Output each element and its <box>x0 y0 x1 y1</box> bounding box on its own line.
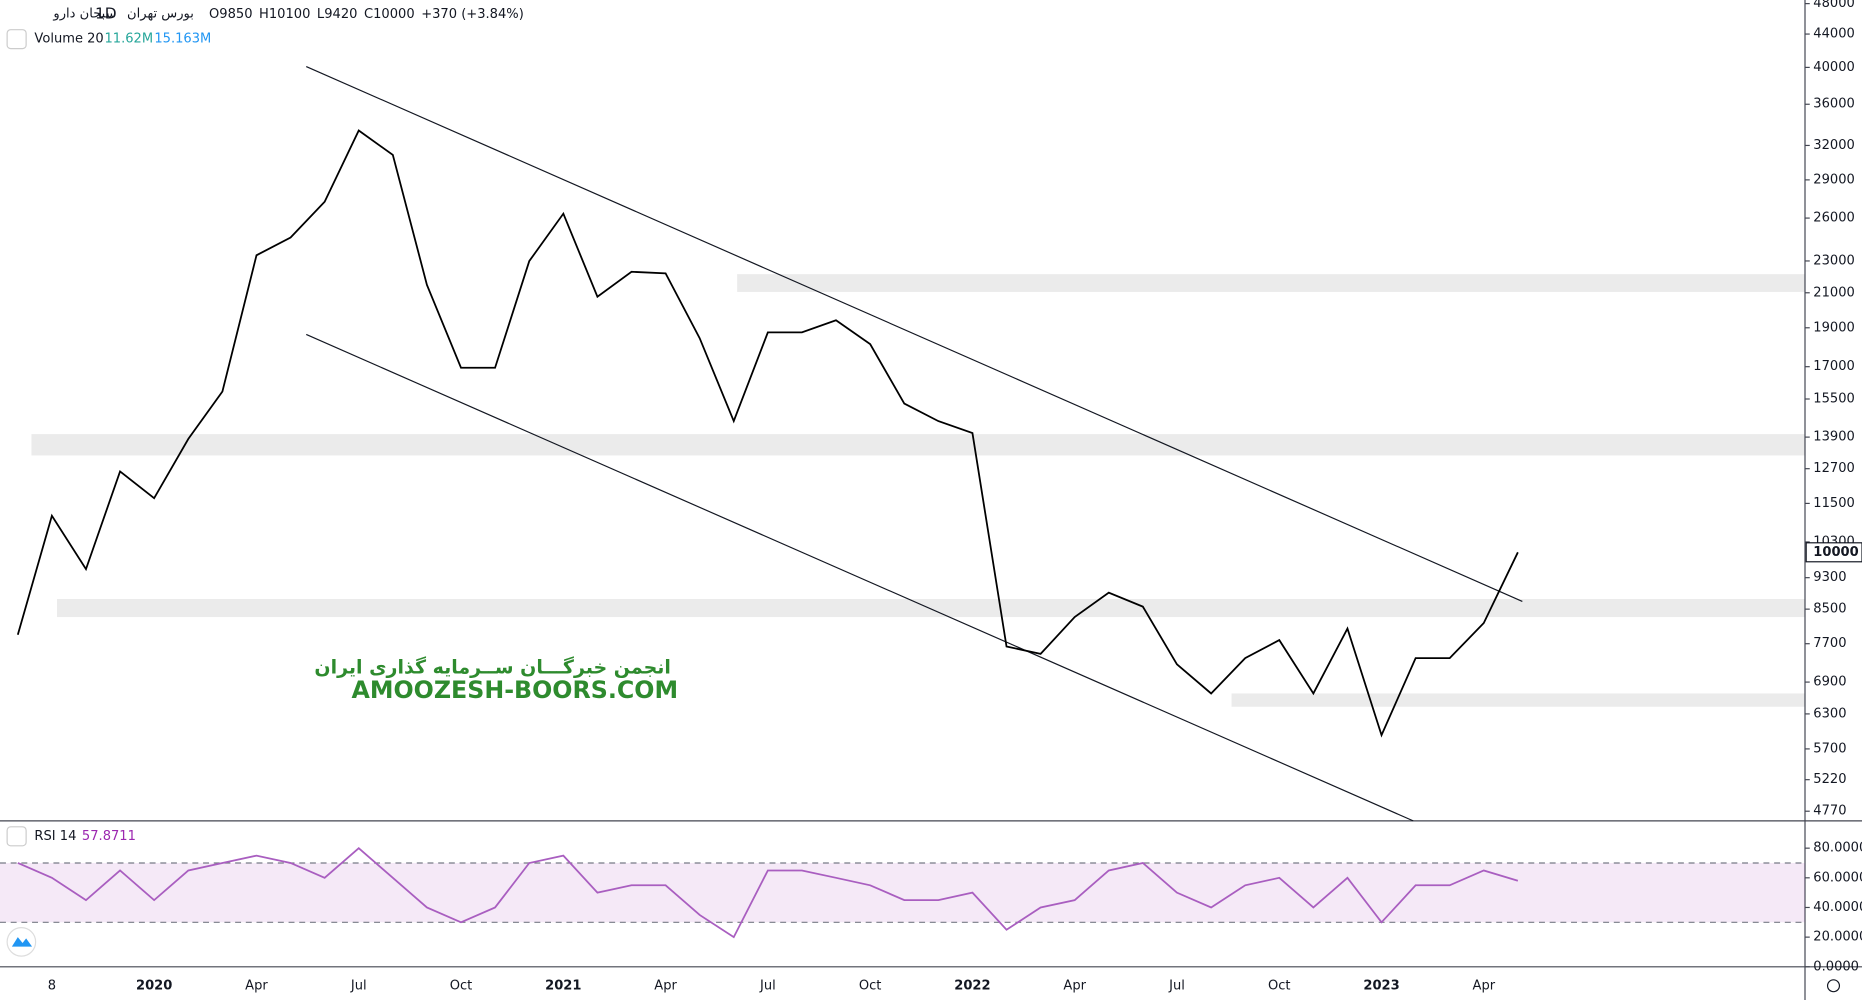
x-tick-label: Oct <box>450 978 473 993</box>
volume-average: 15.163M <box>154 32 211 47</box>
settings[interactable] <box>1826 979 1841 993</box>
y-tick-label: 15500 <box>1813 392 1855 407</box>
volume-value: 11.62M <box>104 32 153 47</box>
trend-line <box>306 333 1414 822</box>
y-tick-label: 26000 <box>1813 211 1855 226</box>
collapse-button[interactable] <box>6 826 27 847</box>
y-tick-label: 6900 <box>1813 675 1846 690</box>
y-tick-label: 6300 <box>1813 706 1846 721</box>
price-line <box>17 846 1519 939</box>
y-tick-label: 4770 <box>1813 804 1846 819</box>
ohlc-value: 9850 <box>219 7 252 22</box>
zone <box>1231 693 1805 707</box>
zone <box>57 598 1806 618</box>
y-tick-label: 5700 <box>1813 741 1846 756</box>
y-tick-label: 23000 <box>1813 253 1855 268</box>
x-tick-label: Jul <box>759 978 776 993</box>
y-tick-label: 17000 <box>1813 359 1855 374</box>
y-tick-label: 19000 <box>1813 320 1855 335</box>
ohlc-label: C <box>364 7 373 22</box>
y-tick-label: 20.0000 <box>1813 930 1862 945</box>
rsi-name: RSI 14 <box>34 829 76 844</box>
y-tick-label: 21000 <box>1813 285 1855 300</box>
y-tick-label: 80.0000 <box>1813 841 1862 856</box>
x-tick-label: 2020 <box>136 978 172 993</box>
price-line <box>16 129 1519 738</box>
interval: 1D <box>95 5 117 23</box>
y-tick-label: 60.0000 <box>1813 870 1862 885</box>
collapse-button[interactable] <box>6 29 27 50</box>
x-tick-label: Apr <box>1473 978 1496 993</box>
y-tick-label: 7700 <box>1813 636 1846 651</box>
ohlc-label: H <box>259 7 269 22</box>
y-tick-label: 44000 <box>1813 27 1855 42</box>
zone <box>31 434 1806 456</box>
x-tick-label: 2021 <box>545 978 581 993</box>
y-tick-label: 29000 <box>1813 172 1855 187</box>
y-tick-label: 5220 <box>1813 772 1846 787</box>
symbol: سبحان دارو <box>52 7 116 22</box>
y-tick-label: 9300 <box>1813 570 1846 585</box>
x-tick-label: 2023 <box>1363 978 1399 993</box>
x-tick-label: Apr <box>654 978 677 993</box>
rsi-band <box>0 862 1805 923</box>
x-tick-label: Jul <box>1168 978 1185 993</box>
y-tick-label: 13900 <box>1813 430 1855 445</box>
watermark: انجمن خبرگـــان ســرمایه گذاری ایران <box>314 655 671 678</box>
y-tick-label: 40.0000 <box>1813 900 1862 915</box>
y-tick-label: 40000 <box>1813 60 1855 75</box>
ohlc-value: 10100 <box>269 7 311 22</box>
y-tick-label: 0.0000 <box>1813 959 1859 974</box>
zone <box>737 274 1805 292</box>
x-tick-label: Oct <box>1268 978 1291 993</box>
y-tick-label: 8500 <box>1813 602 1846 617</box>
exchange: بورس تهران <box>127 7 194 22</box>
x-tick-label: Apr <box>1063 978 1086 993</box>
last-price-label: 10000 <box>1813 545 1858 560</box>
ohlc-value: 9420 <box>324 7 357 22</box>
x-tick-label: Jul <box>350 978 367 993</box>
y-tick-label: 11500 <box>1813 496 1855 511</box>
trend-line <box>306 65 1523 602</box>
last-price-box <box>1805 542 1862 563</box>
ohlc-value: 10000 <box>373 7 415 22</box>
y-tick-label: 12700 <box>1813 461 1855 476</box>
y-tick-label: 48000 <box>1813 0 1855 11</box>
y-tick-label: 36000 <box>1813 97 1855 112</box>
y-tick-label: 32000 <box>1813 138 1855 153</box>
x-tick-label: 8 <box>48 978 56 993</box>
x-tick-label: 2022 <box>954 978 990 993</box>
watermark: AMOOZESH-BOORS.COM <box>351 676 678 704</box>
change: +370 (+3.84%) <box>421 7 524 22</box>
logo-icon <box>11 937 33 947</box>
rsi-value: 57.8711 <box>82 829 136 844</box>
volume-name: Volume 20 <box>34 32 103 47</box>
x-tick-label: Apr <box>245 978 268 993</box>
ohlc-label: L <box>317 7 325 22</box>
x-tick-label: Oct <box>859 978 882 993</box>
ohlc: O9850 H10100 L9420 C10000 +370 (+3.84%) <box>209 7 524 22</box>
ohlc-label: O <box>209 7 219 22</box>
